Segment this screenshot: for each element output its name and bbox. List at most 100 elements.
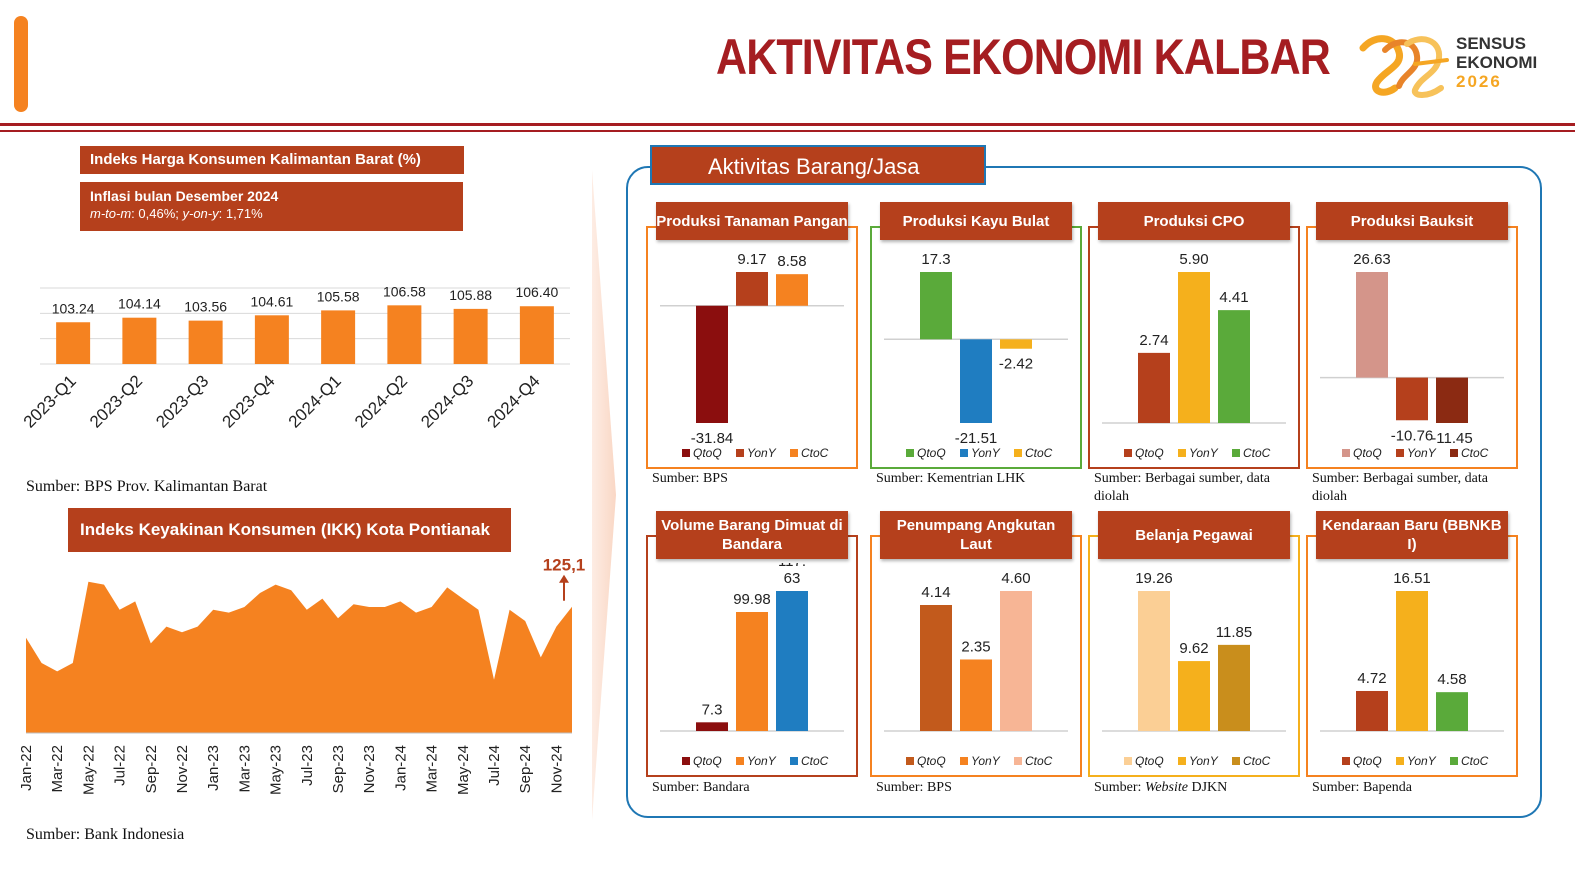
- legend-swatch: [1124, 449, 1132, 457]
- legend-swatch: [960, 449, 968, 457]
- legend-swatch: [736, 449, 744, 457]
- indicator-bar: [1218, 644, 1250, 731]
- legend-swatch: [1178, 757, 1186, 765]
- legend-swatch: [1450, 757, 1458, 765]
- ikk-tick-label: Jul-22: [112, 745, 129, 786]
- ikk-tick-label: Nov-22: [174, 745, 191, 793]
- ikk-tick-label: Sep-22: [143, 745, 160, 793]
- ihk-tick-label: 2024-Q3: [417, 371, 477, 431]
- legend-label: YonY: [971, 446, 1001, 460]
- legend-swatch: [960, 757, 968, 765]
- ihk-tick-label: 2023-Q2: [86, 371, 146, 431]
- legend-label: YonY: [971, 754, 1001, 768]
- legend-swatch: [1450, 449, 1458, 457]
- indicator-bar: [1396, 591, 1428, 731]
- ihk-value-label: 103.24: [52, 300, 95, 316]
- indicator-title-cpo: Produksi CPO: [1098, 202, 1290, 240]
- ihk-bar: [122, 317, 157, 364]
- aktivitas-panel: [626, 166, 1542, 818]
- ikk-banner: Indeks Keyakinan Konsumen (IKK) Kota Pon…: [68, 508, 511, 552]
- ihk-value-label: 103.56: [184, 299, 227, 315]
- ikk-area: [26, 581, 572, 733]
- indicator-value-label: 2.35: [961, 638, 990, 655]
- indicator-value-label: 26.63: [1353, 251, 1391, 268]
- indicator-bar: [1138, 352, 1170, 423]
- indicator-value-label: 117.63: [778, 563, 806, 587]
- indicator-bar: [1178, 661, 1210, 731]
- aktivitas-panel-title: Aktivitas Barang/Jasa: [650, 145, 986, 185]
- indicator-value-label: -21.51: [955, 430, 998, 447]
- legend-swatch: [736, 757, 744, 765]
- legend-label: QtoQ: [1135, 446, 1164, 460]
- indicator-bar: [736, 272, 768, 306]
- ikk-tick-label: Nov-23: [361, 745, 378, 793]
- legend-label: YonY: [747, 754, 777, 768]
- ihk-tick-label: 2023-Q3: [152, 371, 212, 431]
- indicator-source-angkutan-laut: Sumber: BPS: [876, 780, 952, 795]
- ihk-tick-label: 2024-Q2: [351, 371, 411, 431]
- indicator-value-label: 99.98: [733, 591, 771, 608]
- indicator-bar: [1436, 692, 1468, 731]
- header-divider: [0, 123, 1575, 126]
- indicator-title-belanja-pegawai: Belanja Pegawai: [1098, 511, 1290, 559]
- indicator-bar: [1218, 310, 1250, 423]
- indicator-bar: [1356, 690, 1388, 731]
- ihk-value-label: 104.61: [250, 293, 293, 309]
- legend-label: QtoQ: [693, 754, 722, 768]
- legend-label: QtoQ: [917, 446, 946, 460]
- legend-label: QtoQ: [1353, 754, 1382, 768]
- legend-label: CtoC: [1025, 754, 1053, 768]
- ihk-tick-label: 2023-Q1: [20, 371, 80, 431]
- indicator-value-label: 7.3: [702, 701, 723, 718]
- indicator-value-label: 16.51: [1393, 570, 1431, 587]
- ikk-tick-label: Mar-24: [424, 745, 441, 793]
- legend-swatch: [1178, 449, 1186, 457]
- legend-swatch: [682, 449, 690, 457]
- indicator-value-label: 4.14: [921, 584, 950, 601]
- legend-label: QtoQ: [917, 754, 946, 768]
- ihk-banner: Indeks Harga Konsumen Kalimantan Barat (…: [80, 146, 464, 174]
- indicator-bar: [1000, 591, 1032, 731]
- ikk-source: Sumber: Bank Indonesia: [26, 826, 185, 843]
- indicator-bar: [1436, 377, 1468, 423]
- ihk-value-label: 104.14: [118, 296, 161, 312]
- legend-label: CtoC: [1025, 446, 1053, 460]
- indicator-source-kayu-bulat: Sumber: Kementrian LHK: [876, 471, 1026, 486]
- legend-swatch: [1396, 449, 1404, 457]
- indicator-value-label: 11.85: [1216, 624, 1252, 641]
- sensus-ekonomi-logo-icon: [1359, 35, 1449, 98]
- legend-label: YonY: [1407, 446, 1437, 460]
- legend-swatch: [790, 449, 798, 457]
- legend-swatch: [790, 757, 798, 765]
- indicator-chart-bandara: 7.3 99.98 117.63 QtoQ YonY CtoC: [660, 563, 844, 768]
- indicator-value-label: 4.72: [1357, 670, 1386, 687]
- ikk-tick-label: Mar-22: [49, 745, 66, 793]
- inflasi-title: Inflasi bulan Desember 2024: [90, 188, 279, 204]
- ikk-tick-label: Jul-23: [299, 745, 316, 786]
- ihk-bar: [254, 315, 289, 364]
- ihk-bar-chart: 103.24 2023-Q1 104.14 2023-Q2 103.56 2023-Q3 1…: [20, 283, 570, 432]
- indicator-bar: [696, 722, 728, 731]
- ikk-last-label: 125,1: [543, 556, 586, 575]
- ihk-value-label: 106.40: [515, 284, 558, 300]
- legend-label: CtoC: [1243, 754, 1271, 768]
- ihk-value-label: 105.88: [449, 287, 492, 303]
- indicator-value-label: 17.3: [921, 251, 950, 268]
- indicator-source-kendaraan-baru: Sumber: Bapenda: [1312, 780, 1412, 795]
- ihk-value-label: 105.58: [317, 288, 360, 304]
- ihk-source: Sumber: BPS Prov. Kalimantan Barat: [26, 478, 268, 495]
- inflasi-box: Inflasi bulan Desember 2024 m-to-m: 0,46…: [80, 182, 463, 231]
- indicator-title-kayu-bulat: Produksi Kayu Bulat: [880, 202, 1072, 240]
- legend-label: CtoC: [801, 754, 829, 768]
- ihk-bar: [321, 310, 356, 364]
- ikk-tick-label: May-24: [455, 745, 472, 795]
- logo-text: SENSUS EKONOMI 2026: [1456, 34, 1538, 91]
- ihk-tick-label: 2024-Q4: [483, 371, 543, 431]
- indicator-value-label: 9.62: [1179, 640, 1208, 657]
- indicator-bar: [960, 339, 992, 423]
- indicator-title-kendaraan-baru: Kendaraan Baru (BBNKB I): [1316, 511, 1508, 559]
- indicator-value-label: 4.60: [1001, 570, 1030, 587]
- indicator-bar: [736, 612, 768, 731]
- ikk-area-chart: Jan-22 Mar-22 May-22 Jul-22 Sep-22 Nov-22 Jan-…: [18, 556, 586, 795]
- indicator-bar: [776, 591, 808, 731]
